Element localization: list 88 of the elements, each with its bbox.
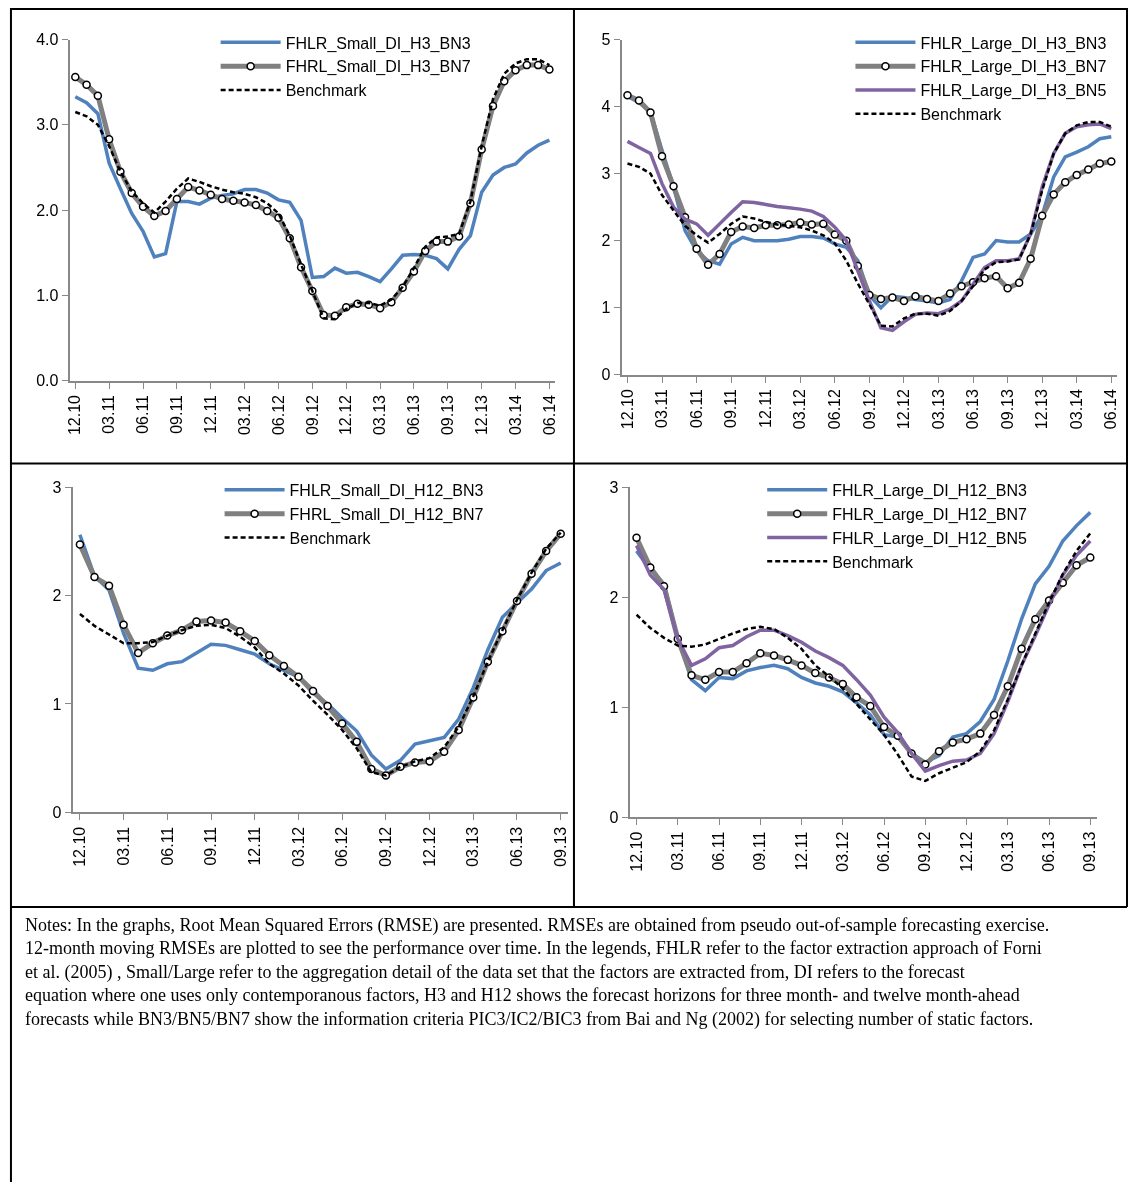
x-tick-label: 03.11	[114, 826, 132, 866]
x-tick-label: 06.13	[405, 394, 423, 436]
x-tick-label: 06.12	[269, 394, 287, 436]
x-tick-label: 09.11	[751, 831, 769, 871]
y-tick-label: 3	[601, 165, 611, 183]
x-tick-label: 03.12	[289, 826, 307, 867]
x-tick-label: 06.13	[508, 826, 526, 867]
y-tick-label: 1	[52, 695, 62, 713]
x-tick-label: 09.13	[551, 826, 569, 867]
x-tick-label: 12.13	[472, 394, 490, 436]
legend-label: FHLR_Large_DI_H12_BN5	[832, 529, 1028, 548]
x-tick-label: 12.11	[245, 826, 263, 866]
y-tick-label: 0.0	[36, 372, 59, 390]
y-tick-label: 3.0	[36, 116, 59, 134]
x-tick-label: 12.11	[201, 394, 219, 434]
legend-label: FHLR_Large_DI_H12_BN3	[832, 482, 1028, 501]
x-tick-label: 03.11	[668, 831, 686, 871]
legend-label: FHLR_Small_DI_H3_BN3	[285, 34, 471, 53]
x-tick-label: 03.14	[506, 394, 524, 436]
x-tick-label: 03.12	[833, 831, 851, 872]
y-tick-label: 3	[609, 478, 619, 496]
x-tick-label: 03.13	[464, 826, 482, 867]
y-tick-label: 4.0	[36, 31, 59, 49]
x-tick-label: 09.12	[916, 831, 934, 872]
y-tick-label: 5	[601, 31, 611, 49]
x-tick-label: 09.13	[439, 394, 457, 436]
y-tick-label: 0	[601, 366, 611, 384]
x-tick-label: 09.13	[1081, 831, 1099, 872]
x-tick-label: 12.10	[71, 826, 89, 867]
y-tick-label: 4	[601, 98, 611, 116]
legend-label: Benchmark	[920, 106, 1003, 123]
x-tick-label: 12.10	[627, 831, 645, 872]
x-tick-label: 09.11	[202, 826, 220, 866]
x-tick-label: 06.12	[826, 389, 844, 430]
x-tick-label: 03.14	[1067, 389, 1085, 430]
legend-label: Benchmark	[832, 553, 915, 571]
y-tick-label: 0	[52, 803, 62, 821]
legend-label: FHLR_Small_DI_H12_BN3	[289, 482, 484, 501]
x-tick-label: 12.12	[957, 831, 975, 872]
x-tick-label: 12.12	[337, 394, 355, 436]
text: Notes: In the graphs, Root Mean Squared Errors (RMSE) are presented. RMSEs are obtained from pseudo out-of-sample forecasting exercise. 12-month moving RMSEs are plotted to see the performance over time. In the legends, FHLR refer to the factor extraction approach of Forni et al. (2005) , Small/Large refer to the aggregation detail of the data set that the factors are extracted from, DI refers to the forecast equation where one uses only contemporanous factors, H3 and H12 shows the forecast horizons for three month- and twelve month-ahead forecasts while BN3/BN5/BN7 show the information criteria PIC3/IC2/BIC3 from Bai and Ng (2002) for selecting number of static factors.	[25, 915, 1050, 1030]
y-tick-label: 2	[601, 232, 611, 250]
x-tick-label: 06.11	[134, 394, 152, 434]
legend-label: Benchmark	[285, 82, 368, 100]
y-tick-label: 0	[609, 808, 619, 826]
y-tick-label: 2	[609, 588, 619, 606]
x-tick-label: 03.11	[100, 394, 118, 434]
legend-label: FHRL_Small_DI_H12_BN7	[289, 505, 484, 524]
x-tick-label: 09.12	[377, 826, 395, 867]
x-tick-label: 06.12	[875, 831, 893, 872]
x-tick-label: 12.12	[895, 389, 913, 430]
x-tick-label: 03.11	[653, 389, 671, 428]
x-tick-label: 06.11	[158, 826, 176, 866]
y-tick-label: 3	[52, 478, 62, 496]
x-tick-label: 06.12	[333, 826, 351, 867]
y-tick-label: 2	[52, 587, 62, 605]
x-tick-label: 06.13	[964, 389, 982, 430]
x-tick-label: 03.12	[791, 389, 809, 430]
x-tick-label: 06.14	[540, 394, 558, 436]
x-tick-label: 09.12	[303, 394, 321, 436]
legend-label: FHLR_Large_DI_H3_BN5	[920, 82, 1107, 101]
x-tick-label: 06.13	[1040, 831, 1058, 872]
y-tick-label: 2.0	[36, 201, 59, 219]
legend-label: FHLR_Large_DI_H3_BN3	[920, 34, 1107, 53]
x-tick-label: 12.11	[792, 831, 810, 871]
x-tick-label: 06.11	[710, 831, 728, 871]
x-tick-label: 06.11	[687, 389, 705, 428]
y-tick-label: 1	[609, 698, 619, 716]
legend-label: Benchmark	[289, 529, 372, 547]
x-tick-label: 12.12	[420, 826, 438, 867]
x-tick-label: 03.13	[998, 831, 1016, 872]
x-tick-label: 03.12	[235, 394, 253, 436]
x-tick-label: 03.13	[371, 394, 389, 436]
x-tick-label: 09.11	[168, 394, 186, 434]
x-tick-label: 12.10	[618, 389, 636, 430]
x-tick-label: 09.13	[998, 389, 1016, 430]
x-tick-label: 12.11	[756, 389, 774, 428]
y-tick-label: 1.0	[36, 286, 59, 304]
x-tick-label: 06.14	[1102, 389, 1120, 430]
legend-label: FHRL_Small_DI_H3_BN7	[285, 58, 471, 77]
y-tick-label: 1	[601, 299, 611, 317]
x-tick-label: 09.12	[860, 389, 878, 430]
x-tick-label: 12.10	[66, 394, 84, 436]
x-tick-label: 12.13	[1033, 389, 1051, 430]
legend-label: FHLR_Large_DI_H12_BN7	[832, 505, 1028, 524]
x-tick-label: 09.11	[722, 389, 740, 428]
x-tick-label: 03.13	[929, 389, 947, 430]
legend-label: FHLR_Large_DI_H3_BN7	[920, 58, 1107, 77]
